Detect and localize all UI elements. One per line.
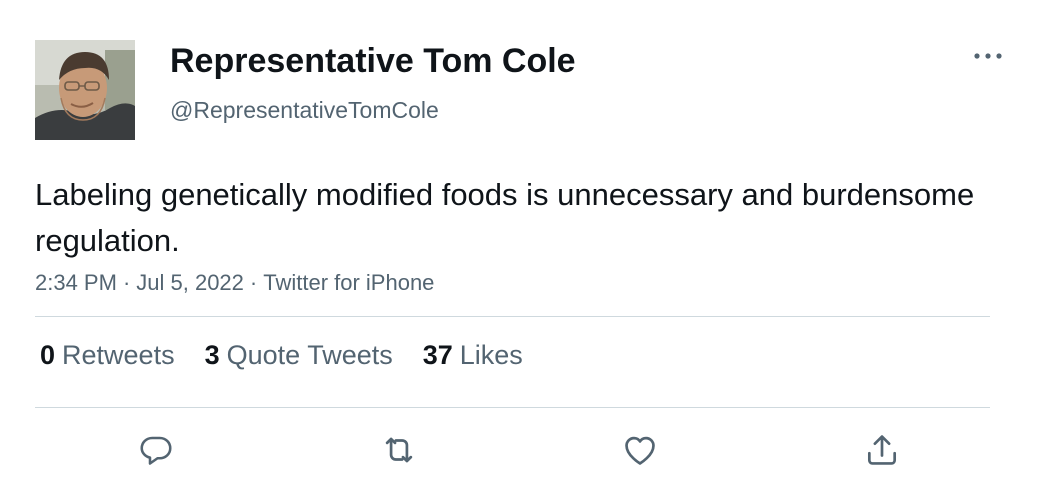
divider bbox=[35, 407, 990, 408]
retweets-stat[interactable]: 0 Retweets bbox=[40, 340, 175, 371]
likes-count: 37 bbox=[422, 340, 453, 370]
share-button[interactable] bbox=[860, 428, 904, 472]
retweets-label: Retweets bbox=[62, 340, 175, 370]
quote-tweets-label: Quote Tweets bbox=[226, 340, 393, 370]
tweet-stats: 0 Retweets 3 Quote Tweets 37 Likes bbox=[40, 340, 553, 371]
tweet-text: Labeling genetically modified foods is u… bbox=[35, 177, 975, 258]
meta-separator: · bbox=[122, 270, 131, 295]
more-button[interactable] bbox=[968, 40, 1008, 72]
reply-icon bbox=[140, 436, 172, 465]
share-icon bbox=[867, 435, 897, 465]
avatar[interactable] bbox=[35, 40, 135, 140]
quote-tweets-count: 3 bbox=[204, 340, 220, 370]
tweet-time[interactable]: 2:34 PM bbox=[35, 270, 117, 295]
retweets-count: 0 bbox=[40, 340, 56, 370]
likes-stat[interactable]: 37 Likes bbox=[423, 340, 523, 371]
meta-separator: · bbox=[249, 270, 258, 295]
divider bbox=[35, 316, 990, 317]
retweet-button[interactable] bbox=[377, 428, 421, 472]
tweet-meta: 2:34 PM · Jul 5, 2022 · Twitter for iPhone bbox=[35, 270, 434, 296]
author-handle[interactable]: @RepresentativeTomCole bbox=[170, 97, 439, 123]
like-icon bbox=[625, 436, 655, 465]
tweet-actions bbox=[0, 428, 1050, 474]
like-button[interactable] bbox=[618, 428, 662, 472]
reply-button[interactable] bbox=[134, 428, 178, 472]
likes-label: Likes bbox=[459, 340, 523, 370]
quote-tweets-stat[interactable]: 3 Quote Tweets bbox=[205, 340, 393, 371]
retweet-icon bbox=[385, 437, 413, 463]
more-icon bbox=[974, 53, 1002, 59]
tweet-date[interactable]: Jul 5, 2022 bbox=[136, 270, 244, 295]
author-display-name[interactable]: Representative Tom Cole bbox=[170, 42, 576, 80]
tweet-source[interactable]: Twitter for iPhone bbox=[263, 270, 435, 295]
profile-photo-icon bbox=[35, 40, 135, 140]
